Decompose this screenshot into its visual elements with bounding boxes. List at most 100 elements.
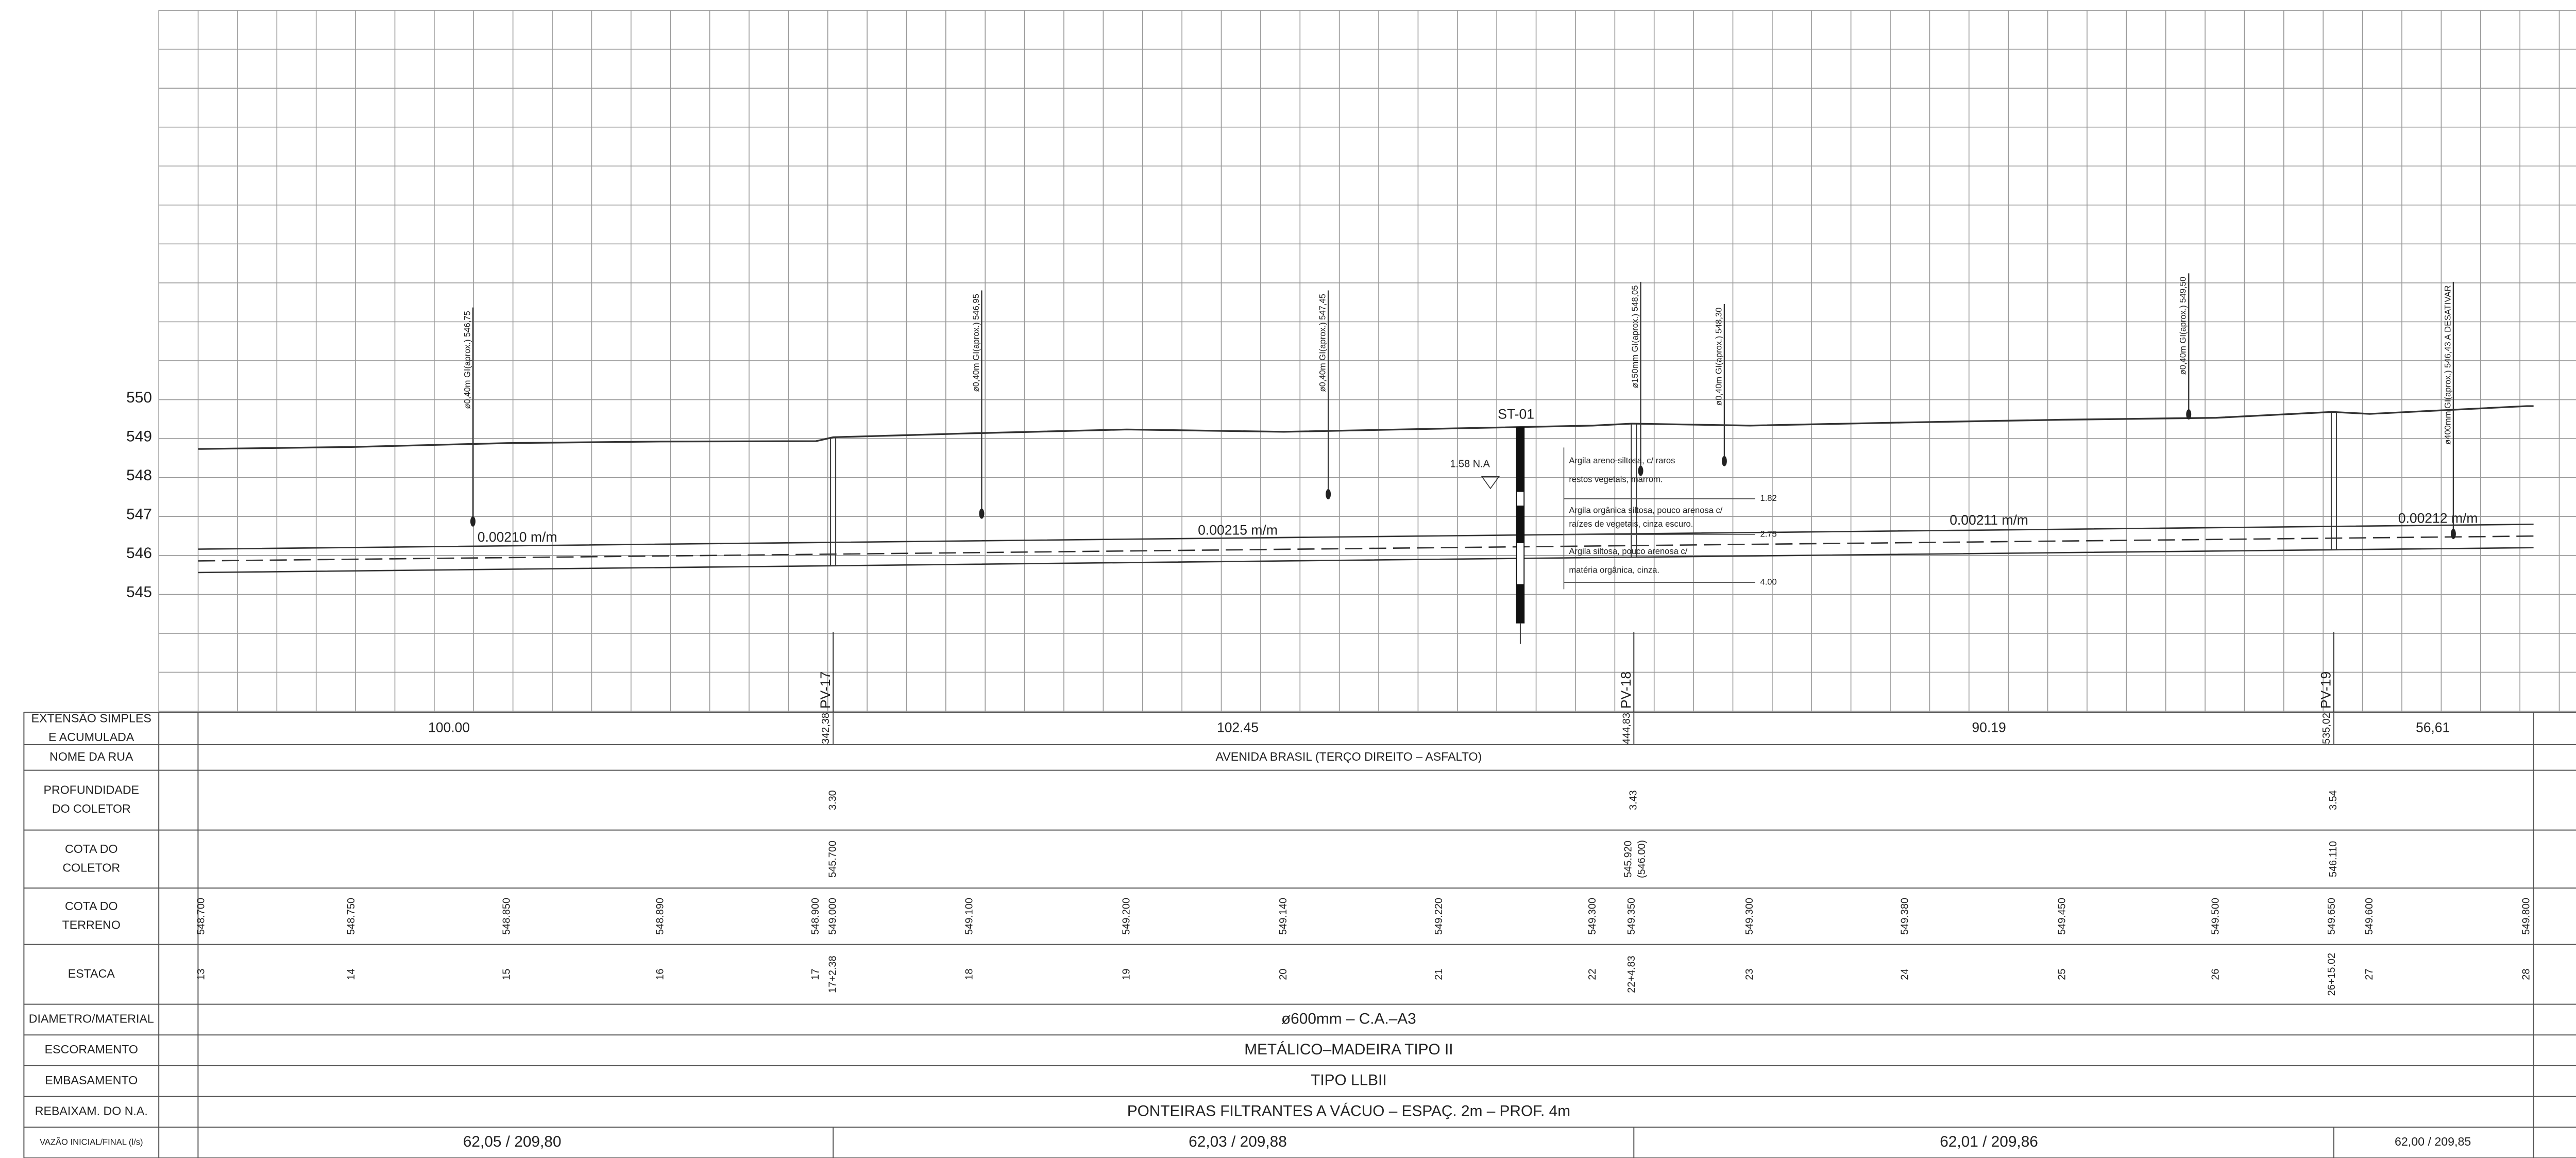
- collector-elevation: 545.920: [1623, 841, 1634, 878]
- interference-pipe: [1326, 489, 1331, 499]
- station: 17: [810, 969, 821, 980]
- terrain-elevation: 549.140: [1278, 898, 1289, 935]
- street-name: AVENIDA BRASIL (TERÇO DIREITO – ASFALTO): [1216, 750, 1482, 763]
- flow: 62,01 / 209,86: [1940, 1133, 2038, 1150]
- station: 19: [1121, 969, 1132, 980]
- terrain-elevation: 549.300: [1744, 898, 1755, 935]
- station: 28: [2521, 969, 2532, 980]
- terrain-line: [198, 405, 2534, 450]
- station: 14: [346, 969, 357, 980]
- interference-pipe: [1721, 456, 1727, 466]
- station: 22: [1587, 969, 1598, 980]
- soil-layer: raízes de vegetais, cinza escuro.: [1569, 519, 1693, 529]
- grade-label: 0.00212 m/m: [2398, 511, 2478, 526]
- terrain-elevation: 549.000: [827, 898, 838, 935]
- depth: 3.30: [827, 790, 838, 810]
- terrain-elevation: 549.100: [963, 898, 975, 935]
- interference-pipe: [2450, 529, 2456, 539]
- terrain-elevation: 549.800: [2521, 898, 2532, 935]
- accumulated: 342,38: [820, 713, 832, 744]
- manhole-label: PV-18: [1618, 672, 1634, 709]
- row-header: E ACUMULADA: [48, 730, 134, 744]
- interference-label: ø0,40m GI(aprox.) 549,50: [2178, 277, 2188, 375]
- row-header: ESTACA: [68, 967, 115, 980]
- flow: 62,03 / 209,88: [1189, 1133, 1287, 1150]
- terrain-elevation: 549.450: [2056, 898, 2067, 935]
- depth-label: 1.82: [1760, 493, 1777, 503]
- station: 24: [1899, 969, 1910, 980]
- collector-elevation: 546.110: [2328, 841, 2339, 877]
- water-level: 1.58 N.A: [1450, 459, 1490, 470]
- extension: 100.00: [428, 719, 470, 735]
- table: EXTENSÃO SIMPLES E ACUMULADA NOME DA RUA PR…: [23, 711, 2576, 1158]
- elevation-label: 547: [126, 506, 152, 523]
- station: 21: [1433, 969, 1445, 980]
- terrain-elevation: 549.380: [1899, 898, 1910, 935]
- shoring: METÁLICO–MADEIRA TIPO II: [1244, 1041, 1453, 1058]
- row-header: COTA DO: [65, 899, 118, 913]
- collector-note: (546.00): [1636, 840, 1648, 878]
- grade-label: 0.00215 m/m: [1198, 523, 1278, 538]
- diameter: ø600mm – C.A.–A3: [1281, 1010, 1416, 1027]
- station: 13: [195, 969, 207, 980]
- row-header: TERRENO: [62, 918, 121, 931]
- station: 16: [655, 969, 666, 980]
- terrain-elevation: 549.200: [1121, 898, 1132, 935]
- row-header: EXTENSÃO SIMPLES: [31, 711, 151, 725]
- grade-label: 0.00210 m/m: [478, 529, 557, 545]
- accumulated: 444,83: [1621, 713, 1632, 744]
- elevation-label: 545: [126, 584, 152, 601]
- station: 17+2.38: [827, 955, 838, 993]
- profile: 550 549 548 547 546 545 PV-17 PV-18 PV-19 0.00210…: [126, 273, 2534, 712]
- borehole-name: ST-01: [1498, 406, 1534, 422]
- borehole-gap: [1517, 492, 1524, 506]
- station: 25: [2056, 969, 2067, 980]
- interference-label: ø0,40m GI(aprox.) 546,95: [971, 294, 981, 392]
- depth-label: 2.75: [1760, 529, 1777, 539]
- flow: 62,05 / 209,80: [463, 1133, 562, 1150]
- row-header: DO COLETOR: [52, 802, 131, 815]
- row-header: EMBASAMENTO: [45, 1073, 138, 1087]
- terrain-elevation: 548.900: [810, 898, 821, 935]
- station: 27: [2364, 969, 2375, 980]
- row-header: PROFUNDIDADE: [44, 783, 140, 797]
- terrain-elevation: 548.750: [346, 898, 357, 935]
- extension: 90.19: [1972, 719, 2006, 735]
- terrain-elevation: 549.220: [1433, 898, 1445, 935]
- row-header: VAZÃO INICIAL/FINAL (l/s): [40, 1136, 143, 1147]
- terrain-elevation: 548.700: [195, 898, 207, 935]
- extension: 102.45: [1217, 719, 1259, 735]
- row-header: COTA DO: [65, 842, 118, 855]
- interference-pipe: [1638, 465, 1643, 476]
- station: 15: [501, 969, 512, 980]
- extension: 56,61: [2416, 719, 2450, 735]
- depth: 3.43: [1628, 790, 1639, 810]
- terrain-elevation: 549.600: [2364, 898, 2375, 935]
- interference-label: ø400mm GI(aprox.) 546,43 A DESATIVAR: [2443, 285, 2452, 444]
- station: 18: [963, 969, 975, 980]
- terrain-elevation: 548.890: [655, 898, 666, 935]
- flow: 62,00 / 209,85: [2395, 1135, 2471, 1148]
- row-header: DIAMETRO/MATERIAL: [29, 1012, 154, 1026]
- interference-label: ø0,40m GI(aprox.) 548,30: [1714, 308, 1723, 406]
- station: 22+4.83: [1626, 955, 1637, 993]
- elevation-label: 549: [126, 428, 152, 445]
- collector-line: [198, 535, 2534, 562]
- row-header: REBAIXAM. DO N.A.: [35, 1104, 148, 1118]
- interference-label: ø0,40m GI(aprox.) 547,45: [1318, 294, 1328, 392]
- row-header: NOME DA RUA: [49, 750, 133, 763]
- bedding: TIPO LLBII: [1311, 1072, 1386, 1089]
- dewatering: PONTEIRAS FILTRANTES A VÁCUO – ESPAÇ. 2m…: [1127, 1102, 1570, 1119]
- terrain-elevation: 548.850: [501, 898, 512, 935]
- soil-layer: Argila siltosa, pouco arenosa c/: [1569, 546, 1687, 556]
- terrain-elevation: 549.650: [2326, 898, 2337, 935]
- station: 23: [1744, 969, 1755, 980]
- elevation-label: 546: [126, 545, 152, 562]
- water-symbol: [1481, 476, 1500, 490]
- soil-layer: Argila orgânica siltosa, pouco arenosa c…: [1569, 505, 1722, 515]
- soil-layer: restos vegetais, marrom.: [1569, 475, 1663, 484]
- interference-pipe: [470, 516, 476, 527]
- collector-line: [198, 523, 2534, 550]
